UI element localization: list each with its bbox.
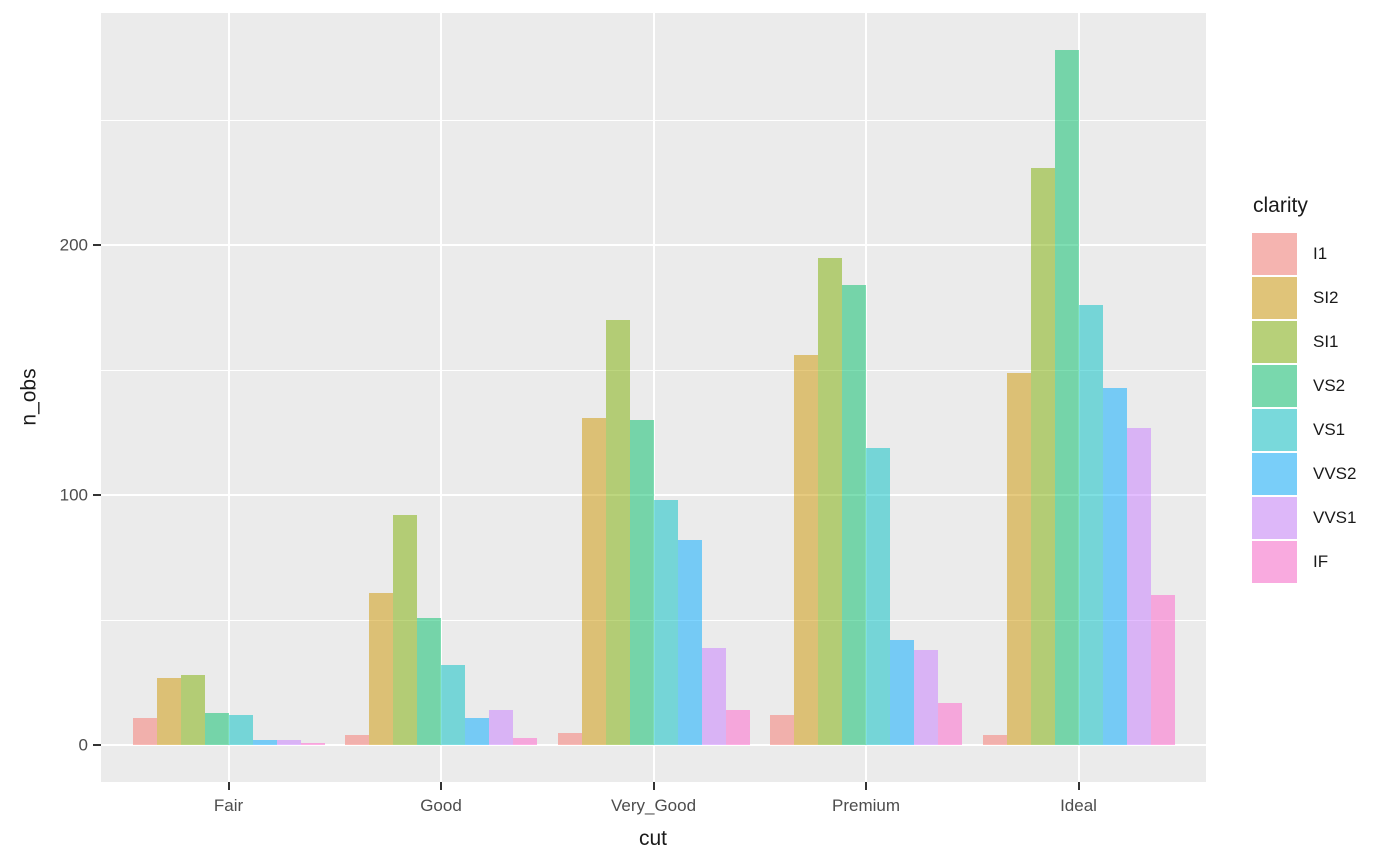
legend-key-VVS2 bbox=[1252, 452, 1297, 495]
bar-Good-IF bbox=[513, 737, 537, 745]
legend-key-SI1 bbox=[1252, 320, 1297, 363]
bar-Premium-SI1 bbox=[818, 257, 842, 745]
bar-Very_Good-I1 bbox=[557, 732, 582, 745]
major-gridline-x-Very_Good bbox=[652, 13, 655, 782]
bar-Fair-SI2 bbox=[156, 677, 181, 745]
legend-label-VVS1: VVS1 bbox=[1313, 508, 1357, 527]
y-axis-tick-200 bbox=[93, 244, 101, 246]
bar-Good-VVS1 bbox=[489, 710, 513, 745]
x-tick-label: Good bbox=[420, 796, 462, 815]
bar-Premium-IF bbox=[938, 702, 962, 745]
x-axis-tick-Fair bbox=[227, 782, 230, 790]
bar-Very_Good-VVS2 bbox=[677, 540, 702, 745]
legend-items: I1 SI2 SI1 VS2 VS1 VVS2 VVS1 IF bbox=[1252, 232, 1356, 583]
bar-Good-VS1 bbox=[441, 665, 465, 745]
x-axis-title: cut bbox=[638, 827, 668, 850]
legend-item-VVS1: VVS1 bbox=[1252, 496, 1356, 539]
legend-title: clarity bbox=[1253, 194, 1308, 217]
x-axis-tick-Good bbox=[440, 782, 442, 790]
bar-Fair-VS2 bbox=[204, 712, 229, 745]
x-tick-label: Ideal bbox=[1060, 796, 1097, 815]
legend-key-I1 bbox=[1252, 232, 1297, 275]
legend-swatch-IF bbox=[1252, 540, 1297, 583]
legend-key-VS1 bbox=[1252, 408, 1297, 451]
bar-Very_Good-VS1 bbox=[653, 500, 678, 745]
bar-Very_Good-SI1 bbox=[605, 320, 630, 745]
bar-Fair-IF bbox=[300, 742, 325, 745]
major-gridline-x-Fair bbox=[227, 13, 230, 782]
legend-key-VVS1 bbox=[1252, 496, 1297, 539]
legend-label-SI1: SI1 bbox=[1313, 332, 1339, 351]
legend-item-I1: I1 bbox=[1252, 232, 1356, 275]
legend: clarity I1 SI2 SI1 VS2 VS1 VVS2 VVS1 IF bbox=[1252, 195, 1356, 584]
legend-swatch-VVS2 bbox=[1252, 452, 1297, 495]
legend-swatch-SI2 bbox=[1252, 276, 1297, 319]
legend-swatch-VS1 bbox=[1252, 408, 1297, 451]
x-axis-tick-Very_Good bbox=[652, 782, 655, 790]
bar-Very_Good-VVS1 bbox=[701, 647, 726, 745]
bar-Fair-SI1 bbox=[180, 675, 205, 745]
legend-item-IF: IF bbox=[1252, 540, 1356, 583]
legend-swatch-SI1 bbox=[1252, 320, 1297, 363]
y-tick-label: 0 bbox=[78, 735, 88, 755]
bar-Very_Good-SI2 bbox=[581, 417, 606, 745]
bar-Ideal-VVS2 bbox=[1102, 387, 1127, 745]
y-tick-label: 100 bbox=[59, 485, 88, 505]
legend-item-SI1: SI1 bbox=[1252, 320, 1356, 363]
bar-Premium-VVS1 bbox=[914, 650, 938, 745]
legend-swatch-VS2 bbox=[1252, 364, 1297, 407]
legend-label-IF: IF bbox=[1313, 552, 1329, 571]
legend-label-VS2: VS2 bbox=[1313, 376, 1346, 395]
legend-key-IF bbox=[1252, 540, 1297, 583]
bar-Ideal-VS1 bbox=[1078, 305, 1103, 745]
bar-Very_Good-IF bbox=[725, 710, 750, 745]
legend-label-SI2: SI2 bbox=[1313, 288, 1339, 307]
plot-panel bbox=[101, 13, 1206, 782]
legend-swatch-VVS1 bbox=[1252, 496, 1297, 539]
y-axis-title: n_obs bbox=[17, 368, 41, 426]
legend-key-SI2 bbox=[1252, 276, 1297, 319]
bar-Ideal-SI1 bbox=[1030, 167, 1055, 745]
bar-Fair-I1 bbox=[132, 717, 157, 745]
legend-key-VS2 bbox=[1252, 364, 1297, 407]
bar-Premium-VS2 bbox=[842, 285, 866, 745]
legend-item-VVS2: VVS2 bbox=[1252, 452, 1356, 495]
legend-label-VVS2: VVS2 bbox=[1313, 464, 1357, 483]
bar-Premium-SI2 bbox=[794, 355, 818, 745]
legend-item-VS2: VS2 bbox=[1252, 364, 1356, 407]
x-tick-label: Fair bbox=[213, 796, 244, 815]
bar-Ideal-VS2 bbox=[1054, 50, 1079, 745]
x-axis-tick-Premium bbox=[865, 782, 867, 790]
bar-Ideal-IF bbox=[1150, 595, 1175, 745]
x-tick-label: Premium bbox=[831, 796, 901, 815]
y-axis-tick-0 bbox=[93, 744, 101, 746]
major-gridline-x-Good bbox=[440, 13, 442, 782]
legend-label-I1: I1 bbox=[1313, 244, 1328, 263]
bar-Ideal-SI2 bbox=[1006, 372, 1031, 745]
legend-swatch-I1 bbox=[1252, 232, 1297, 275]
bar-Good-I1 bbox=[345, 735, 369, 745]
bar-Ideal-VVS1 bbox=[1126, 427, 1151, 745]
major-gridline-x-Premium bbox=[865, 13, 867, 782]
bar-Fair-VVS2 bbox=[252, 740, 277, 745]
legend-label-VS1: VS1 bbox=[1313, 420, 1346, 439]
bar-Good-VS2 bbox=[417, 617, 441, 745]
bar-Very_Good-VS2 bbox=[629, 420, 654, 745]
bar-Good-SI2 bbox=[369, 592, 393, 745]
bar-Premium-I1 bbox=[770, 715, 794, 745]
legend-item-SI2: SI2 bbox=[1252, 276, 1356, 319]
x-axis-tick-Ideal bbox=[1077, 782, 1080, 790]
bar-Ideal-I1 bbox=[982, 735, 1007, 745]
bar-Premium-VVS2 bbox=[890, 640, 914, 745]
bar-Good-VVS2 bbox=[465, 717, 489, 745]
bar-Fair-VVS1 bbox=[276, 740, 301, 745]
x-tick-label: Very_Good bbox=[610, 796, 697, 815]
y-axis-tick-100 bbox=[93, 494, 101, 496]
legend-item-VS1: VS1 bbox=[1252, 408, 1356, 451]
bar-Fair-VS1 bbox=[228, 715, 253, 745]
bar-Good-SI1 bbox=[393, 515, 417, 745]
bar-Premium-VS1 bbox=[866, 447, 890, 745]
y-tick-label: 200 bbox=[59, 235, 88, 255]
